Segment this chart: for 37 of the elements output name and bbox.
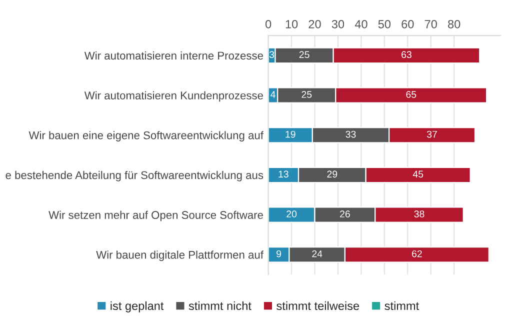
data-label: 38 — [414, 210, 424, 218]
legend-label: ist geplant — [110, 301, 164, 312]
x-tick-label: 20 — [308, 20, 321, 28]
data-label: 20 — [286, 210, 297, 218]
x-tick-label: 30 — [332, 20, 344, 28]
data-label: 4 — [270, 91, 276, 98]
y-tick-label: Wir bauen digitale Plattformen auf — [96, 250, 264, 261]
x-tick-label: 40 — [354, 20, 368, 28]
y-tick-label: Wir bauen eine eigene Softwareentwicklung auf — [28, 131, 264, 142]
data-label: 45 — [412, 170, 424, 178]
data-label: 65 — [406, 91, 416, 98]
data-label: 13 — [278, 170, 288, 178]
data-label: 37 — [426, 130, 437, 138]
y-tick-label: Wir setzen mehr auf Open Source Software — [48, 210, 263, 222]
legend-label: stimmt nicht — [188, 301, 252, 310]
x-tick-label: 60 — [402, 20, 414, 28]
x-tick-label: 10 — [286, 20, 298, 28]
x-tick-label: 80 — [448, 20, 460, 28]
x-tick-label: 50 — [378, 20, 391, 28]
legend-label: stimmt teilweise — [276, 301, 360, 310]
data-label: 26 — [340, 210, 350, 218]
data-label: 29 — [327, 170, 338, 178]
data-label: 25 — [302, 91, 312, 98]
data-label: 24 — [312, 250, 322, 258]
data-label: 63 — [402, 51, 412, 58]
y-tick-label: Wir automatisieren Kundenprozesse — [84, 91, 263, 102]
y-tick-label: Wir automatisieren interne Prozesse — [84, 51, 263, 60]
data-label: 19 — [286, 130, 296, 138]
data-label: 9 — [276, 250, 282, 258]
data-label: 33 — [346, 130, 356, 138]
data-label: 62 — [412, 250, 422, 258]
data-label: 25 — [299, 51, 310, 58]
y-tick-label: e bestehende Abteilung für Softwareentwicklung aus — [6, 170, 264, 182]
legend-label: stimmt — [384, 301, 420, 310]
data-label: 3 — [269, 51, 274, 58]
x-tick-label: 70 — [424, 20, 437, 28]
x-tick-label: 0 — [266, 20, 272, 28]
